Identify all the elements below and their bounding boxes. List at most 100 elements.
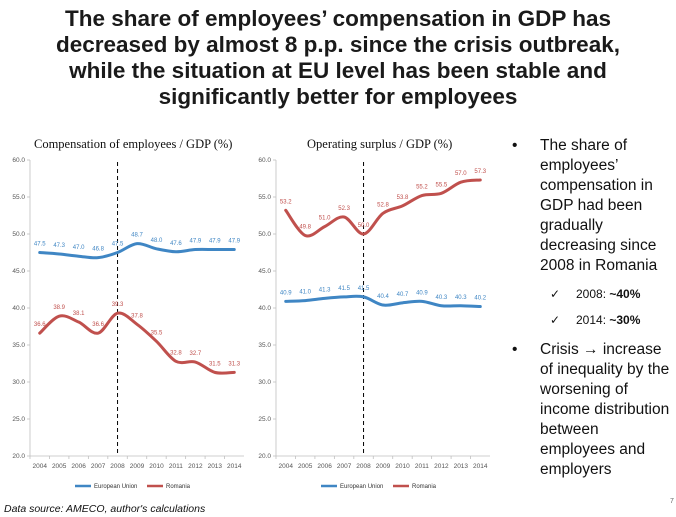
y-tick-label: 60.0 xyxy=(12,157,25,164)
y-tick-label: 25.0 xyxy=(258,416,271,423)
y-tick-label: 60.0 xyxy=(258,157,271,164)
data-label: 57.3 xyxy=(474,169,486,175)
data-label: 48.7 xyxy=(131,233,143,239)
y-tick-label: 20.0 xyxy=(12,453,25,460)
data-label: 41.3 xyxy=(319,287,331,293)
data-label: 41.0 xyxy=(299,290,311,296)
data-point xyxy=(58,315,60,317)
legend-label: European Union xyxy=(94,484,137,490)
sub-bullet-value: ~40% xyxy=(609,287,641,301)
bullet-item: • Crisis → increase of inequality by the… xyxy=(512,340,676,480)
data-label: 32.7 xyxy=(190,351,202,357)
data-point xyxy=(304,234,306,237)
page-number: 7 xyxy=(670,498,674,505)
data-point xyxy=(97,256,99,259)
data-label: 32.8 xyxy=(170,350,182,356)
data-point xyxy=(116,251,119,254)
data-point xyxy=(194,248,197,251)
x-tick-label: 2006 xyxy=(71,463,86,470)
chart-title-compensation: Compensation of employees / GDP (%) xyxy=(34,137,233,151)
data-label: 55.2 xyxy=(416,185,428,191)
data-label: 49.8 xyxy=(299,224,311,230)
data-point xyxy=(155,340,158,343)
legend-label: Romania xyxy=(412,484,437,490)
data-point xyxy=(362,233,365,235)
data-label: 50.0 xyxy=(358,223,370,229)
data-point xyxy=(214,248,216,251)
x-tick-label: 2007 xyxy=(91,463,106,470)
y-tick-label: 45.0 xyxy=(258,268,271,275)
data-point xyxy=(155,248,158,250)
data-label: 38.1 xyxy=(73,311,85,317)
data-point xyxy=(362,296,365,298)
title-line: The share of employees’ compensation in … xyxy=(65,6,611,31)
data-point xyxy=(460,181,462,183)
x-tick-label: 2013 xyxy=(454,463,469,470)
data-label: 57.0 xyxy=(455,171,467,177)
slide-title: The share of employees’ compensation in … xyxy=(0,6,676,110)
data-label: 40.9 xyxy=(280,290,292,296)
x-tick-label: 2010 xyxy=(149,463,164,470)
data-point xyxy=(343,296,345,298)
data-point xyxy=(479,305,482,308)
data-label: 46.8 xyxy=(92,247,104,253)
data-label: 31.3 xyxy=(228,361,240,367)
bullet-list: • The share of employees’ compensation i… xyxy=(512,136,676,480)
data-point xyxy=(194,361,197,363)
data-point xyxy=(460,304,462,307)
x-tick-label: 2008 xyxy=(356,463,371,470)
data-point xyxy=(175,360,177,363)
sub-bullet: ✓ 2008: ~40% xyxy=(512,286,676,302)
data-label: 36.6 xyxy=(92,322,104,328)
data-point xyxy=(401,205,404,207)
x-tick-label: 2007 xyxy=(337,463,352,470)
data-point xyxy=(38,251,41,254)
sub-bullet-label: 2008: xyxy=(576,287,610,301)
data-label: 47.9 xyxy=(209,239,221,245)
data-point xyxy=(38,332,41,334)
data-point xyxy=(401,302,404,304)
data-label: 40.2 xyxy=(474,296,486,302)
check-icon: ✓ xyxy=(550,287,561,301)
title-line: significantly better for employees xyxy=(158,84,518,109)
data-label: 52.3 xyxy=(338,206,350,212)
data-label: 47.9 xyxy=(190,239,202,245)
data-label: 31.5 xyxy=(209,361,221,367)
sub-bullet: ✓ 2014: ~30% xyxy=(512,312,676,328)
title-line: while the situation at EU level has been… xyxy=(69,58,607,83)
data-point xyxy=(323,297,326,300)
data-label: 41.5 xyxy=(338,286,350,292)
data-label: 53.8 xyxy=(397,195,409,201)
title-line: decreased by almost 8 p.p. since the cri… xyxy=(56,32,620,57)
data-point xyxy=(343,216,345,218)
check-icon: ✓ xyxy=(550,313,561,327)
data-point xyxy=(136,323,138,326)
y-tick-label: 55.0 xyxy=(258,194,271,201)
y-tick-label: 55.0 xyxy=(12,194,25,201)
operating-surplus-chart: 20.0 25.0 30.0 35.0 40.0 45.0 50.0 55.0 60.0 2004… xyxy=(258,157,490,490)
data-point xyxy=(382,212,384,215)
sub-bullet-label: 2014: xyxy=(576,313,610,327)
y-tick-label: 30.0 xyxy=(258,379,271,386)
data-point xyxy=(97,332,99,334)
x-tick-label: 2009 xyxy=(376,463,391,470)
y-tick-label: 30.0 xyxy=(12,379,25,386)
data-point xyxy=(421,300,423,303)
data-point xyxy=(58,253,60,255)
data-label: 47.0 xyxy=(73,245,85,251)
data-point xyxy=(440,192,443,195)
data-point xyxy=(304,299,306,302)
legend-label: European Union xyxy=(340,484,383,490)
x-tick-label: 2006 xyxy=(317,463,332,470)
data-point xyxy=(77,321,80,323)
data-label: 38.9 xyxy=(53,305,65,311)
data-point xyxy=(214,371,216,374)
data-label: 39.3 xyxy=(112,302,124,308)
y-tick-label: 45.0 xyxy=(12,268,25,275)
data-label: 40.3 xyxy=(455,295,467,301)
x-tick-label: 2013 xyxy=(208,463,223,470)
data-label: 55.5 xyxy=(436,182,448,188)
data-label: 47.6 xyxy=(170,241,182,247)
x-tick-label: 2012 xyxy=(434,463,449,470)
data-point xyxy=(382,304,384,306)
